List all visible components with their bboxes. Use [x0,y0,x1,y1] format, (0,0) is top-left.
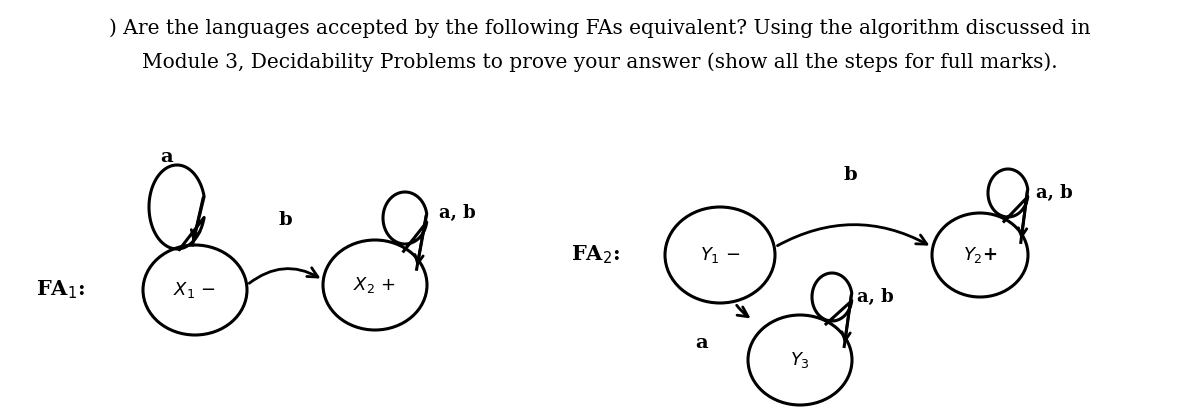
Text: $Y_2$+: $Y_2$+ [962,245,997,265]
Text: $X_1$ $-$: $X_1$ $-$ [174,280,216,300]
Text: Module 3, Decidability Problems to prove your answer (show all the steps for ful: Module 3, Decidability Problems to prove… [142,52,1058,72]
Text: a: a [161,148,173,166]
Text: a: a [696,334,708,352]
Text: a, b: a, b [1036,184,1073,202]
Text: $Y_3$: $Y_3$ [790,350,810,370]
Text: $Y_1$ $-$: $Y_1$ $-$ [700,245,740,265]
Text: b: b [278,211,292,229]
Text: FA$_1$:: FA$_1$: [36,279,84,301]
Text: a, b: a, b [439,204,475,222]
Text: ) Are the languages accepted by the following FAs equivalent? Using the algorith: ) Are the languages accepted by the foll… [109,18,1091,38]
Text: FA$_2$:: FA$_2$: [570,244,619,266]
Text: $X_2$ $+$: $X_2$ $+$ [354,275,396,295]
Text: a, b: a, b [857,288,894,306]
Text: b: b [844,166,857,184]
